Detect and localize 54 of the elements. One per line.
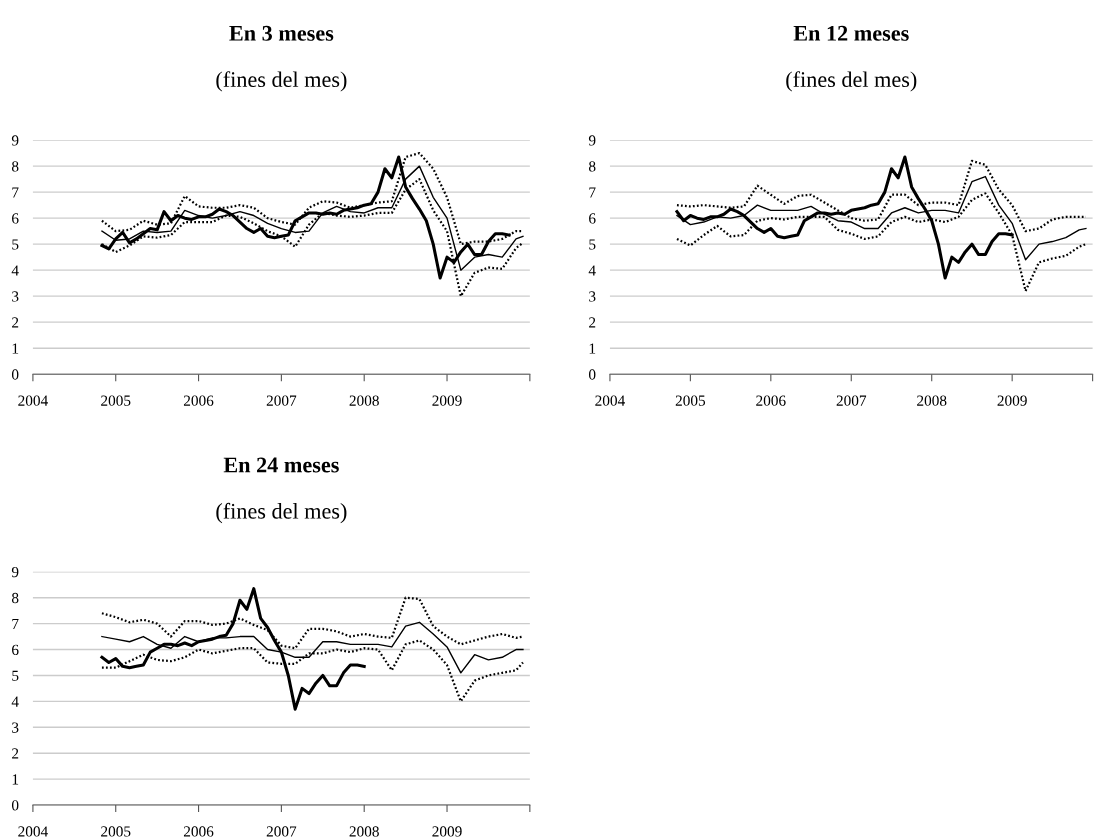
x-tick-label: 2009 <box>432 395 462 406</box>
x-tick-label: 2004 <box>18 395 48 406</box>
y-tick-label: 7 <box>589 187 596 198</box>
y-tick-label: 0 <box>588 369 596 380</box>
y-tick-label: 2 <box>12 748 19 759</box>
x-tick-label: 2006 <box>183 395 214 406</box>
y-tick-label: 2 <box>589 317 596 328</box>
chart-subtitle: (fines del mes) <box>216 71 347 92</box>
y-tick-label: 5 <box>12 670 19 681</box>
x-tick-label: 2006 <box>183 826 214 837</box>
y-tick-label: 1 <box>589 343 596 354</box>
y-tick-label: 1 <box>12 343 19 354</box>
x-tick-label: 2005 <box>101 826 131 837</box>
chart-title: En 3 meses <box>229 25 334 41</box>
y-tick-label: 8 <box>588 161 596 172</box>
x-tick-label: 2008 <box>349 826 379 837</box>
chart-subtitle: (fines del mes) <box>216 502 347 524</box>
y-tick-label: 5 <box>12 239 19 250</box>
y-tick-label: 6 <box>12 644 19 655</box>
y-tick-label: 5 <box>589 239 596 250</box>
chart-title: En 12 meses <box>793 25 909 41</box>
x-tick-label: 2008 <box>917 395 947 406</box>
y-tick-label: 4 <box>588 265 596 276</box>
y-tick-label: 0 <box>11 800 19 811</box>
chart-title: En 24 meses <box>223 457 339 473</box>
y-tick-label: 3 <box>589 291 596 302</box>
x-tick-label: 2007 <box>266 826 297 837</box>
y-tick-label: 0 <box>11 369 19 380</box>
y-tick-label: 9 <box>11 135 19 146</box>
x-tick-label: 2004 <box>18 826 48 837</box>
y-tick-label: 9 <box>588 135 596 146</box>
x-tick-label: 2007 <box>266 395 297 406</box>
x-tick-label: 2008 <box>349 395 379 406</box>
y-tick-label: 3 <box>12 291 19 302</box>
chart-subtitle: (fines del mes) <box>786 71 917 92</box>
y-tick-label: 2 <box>12 317 19 328</box>
y-tick-label: 7 <box>12 618 19 629</box>
x-tick-label: 2009 <box>997 395 1027 406</box>
y-tick-label: 8 <box>11 161 19 172</box>
x-tick-label: 2009 <box>432 826 462 837</box>
x-tick-label: 2006 <box>756 395 786 406</box>
y-tick-label: 4 <box>11 696 19 707</box>
x-tick-label: 2007 <box>836 395 867 406</box>
y-tick-label: 7 <box>12 187 19 198</box>
x-tick-label: 2004 <box>595 395 625 406</box>
y-tick-label: 9 <box>11 566 19 578</box>
x-tick-label: 2005 <box>101 395 131 406</box>
y-tick-label: 6 <box>589 213 596 224</box>
y-tick-label: 1 <box>12 774 19 785</box>
y-tick-label: 8 <box>11 592 19 604</box>
y-tick-label: 4 <box>11 265 19 276</box>
y-tick-label: 3 <box>12 722 19 733</box>
x-tick-label: 2005 <box>675 395 706 406</box>
y-tick-label: 6 <box>12 213 19 224</box>
